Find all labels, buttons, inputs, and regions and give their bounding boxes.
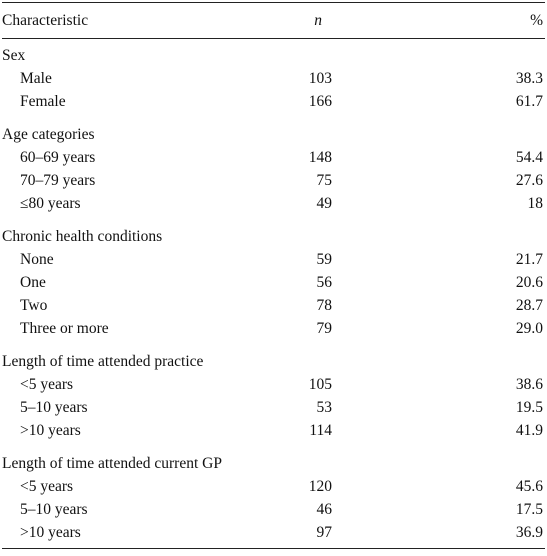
- row-label: Two: [20, 297, 48, 314]
- header-characteristic: Characteristic: [2, 12, 89, 29]
- section-title-row: Sex: [2, 44, 545, 67]
- row-percent: 36.9: [515, 524, 543, 541]
- table-row: One 56 20.6: [2, 271, 545, 294]
- row-n: 114: [309, 422, 332, 439]
- row-percent: 21.7: [515, 251, 543, 268]
- row-n: 148: [308, 149, 332, 166]
- header-row: Characteristic n %: [2, 3, 545, 38]
- row-percent: 38.6: [515, 376, 543, 393]
- row-n: 105: [308, 376, 332, 393]
- header-rule: [2, 38, 545, 39]
- row-percent: 45.6: [515, 478, 543, 495]
- row-percent: 54.4: [515, 149, 543, 166]
- section-title-row: Length of time attended practice: [2, 350, 545, 373]
- row-percent: 20.6: [515, 274, 543, 291]
- demographics-table: Characteristic n % Sex Male 103 38.3 Female 1…: [2, 2, 545, 549]
- row-label: ≤80 years: [20, 195, 81, 212]
- top-rule: [2, 2, 545, 3]
- section-title: Chronic health conditions: [2, 228, 163, 245]
- row-n: 46: [316, 501, 333, 518]
- table-row: 5–10 years 46 17.5: [2, 498, 545, 521]
- row-n: 103: [308, 70, 332, 87]
- row-percent: 29.0: [515, 320, 543, 337]
- row-label: None: [20, 251, 54, 268]
- table-row: 70–79 years 75 27.6: [2, 169, 545, 192]
- header-percent: %: [530, 12, 543, 29]
- table-body: Sex Male 103 38.3 Female 166 61.7 Age categorie…: [2, 39, 545, 544]
- row-label: >10 years: [20, 422, 81, 439]
- section-title: Length of time attended current GP: [2, 455, 222, 472]
- row-label: 5–10 years: [20, 399, 88, 416]
- row-percent: 19.5: [515, 399, 543, 416]
- table-row: ≤80 years 49 18: [2, 192, 545, 215]
- row-label: <5 years: [20, 478, 74, 495]
- row-percent: 17.5: [515, 501, 543, 518]
- table-row: Three or more 79 29.0: [2, 317, 545, 340]
- header-n: n: [314, 12, 322, 29]
- section-title-row: Chronic health conditions: [2, 225, 545, 248]
- row-n: 79: [316, 320, 333, 337]
- row-percent: 41.9: [515, 422, 543, 439]
- table-row: Female 166 61.7: [2, 90, 545, 113]
- row-n: 56: [316, 274, 333, 291]
- table-row: >10 years 114 41.9: [2, 419, 545, 442]
- row-n: 120: [308, 478, 332, 495]
- bottom-rule: [2, 548, 545, 549]
- row-n: 75: [316, 172, 333, 189]
- row-n: 59: [316, 251, 333, 268]
- section-title: Length of time attended practice: [2, 353, 204, 370]
- table-row: >10 years 97 36.9: [2, 521, 545, 544]
- row-n: 78: [316, 297, 333, 314]
- row-n: 97: [316, 524, 333, 541]
- table-row: 60–69 years 148 54.4: [2, 146, 545, 169]
- row-label: 70–79 years: [20, 172, 96, 189]
- row-label: Three or more: [20, 320, 109, 337]
- row-n: 53: [316, 399, 333, 416]
- row-n: 166: [308, 93, 332, 110]
- row-label: 60–69 years: [20, 149, 96, 166]
- table-row: Two 78 28.7: [2, 294, 545, 317]
- table-row: None 59 21.7: [2, 248, 545, 271]
- row-percent: 27.6: [515, 172, 543, 189]
- row-label: One: [20, 274, 46, 291]
- row-percent: 28.7: [515, 297, 543, 314]
- row-label: Male: [20, 70, 52, 87]
- table-row: <5 years 120 45.6: [2, 475, 545, 498]
- section-title-row: Age categories: [2, 123, 545, 146]
- table-row: Male 103 38.3: [2, 67, 545, 90]
- row-label: >10 years: [20, 524, 81, 541]
- row-percent: 61.7: [515, 93, 543, 110]
- row-label: <5 years: [20, 376, 74, 393]
- row-label: Female: [20, 93, 66, 110]
- row-label: 5–10 years: [20, 501, 88, 518]
- row-percent: 38.3: [515, 70, 543, 87]
- section-title-row: Length of time attended current GP: [2, 452, 545, 475]
- table-row: 5–10 years 53 19.5: [2, 396, 545, 419]
- table-row: <5 years 105 38.6: [2, 373, 545, 396]
- section-title: Age categories: [2, 126, 95, 143]
- section-title: Sex: [2, 47, 26, 64]
- row-percent: 18: [527, 195, 544, 212]
- row-n: 49: [316, 195, 333, 212]
